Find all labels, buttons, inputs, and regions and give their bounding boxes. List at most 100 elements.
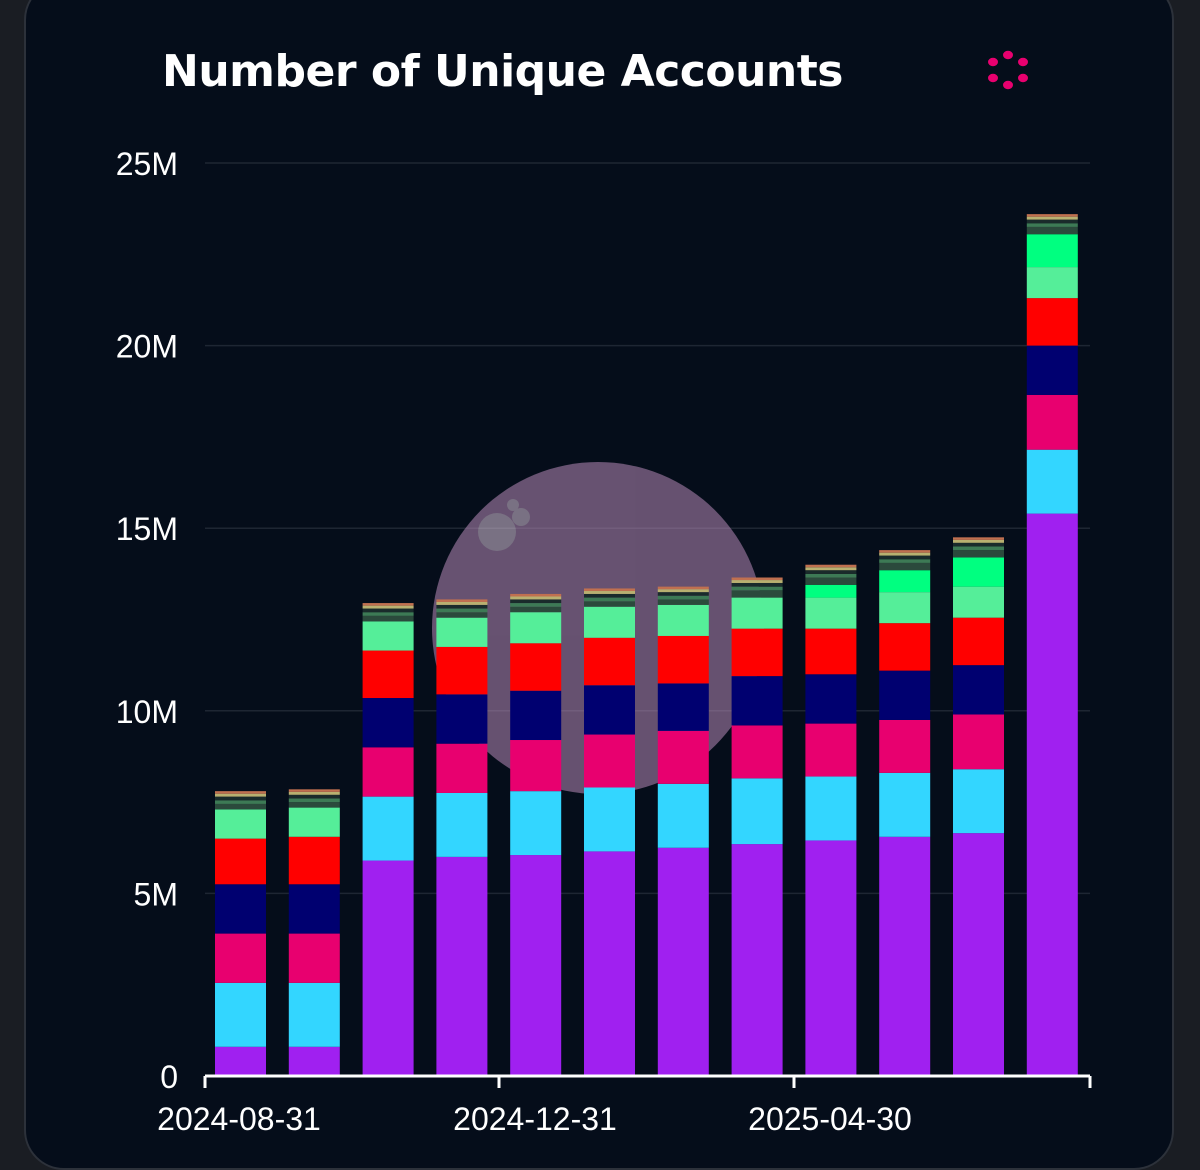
bar-segment — [436, 599, 488, 602]
bar-segment — [288, 798, 340, 803]
bar-segment — [731, 628, 783, 677]
bar-segment — [436, 694, 488, 744]
bar-segment — [953, 550, 1004, 558]
bar-segment — [879, 772, 931, 837]
x-tick-label: 2025-04-30 — [748, 1101, 912, 1137]
bar-segment — [436, 792, 488, 857]
bar-segment — [805, 573, 857, 578]
bar-segment — [805, 567, 857, 571]
bar-segment — [731, 676, 783, 726]
bar-stack — [953, 537, 1004, 1076]
bar-segment — [215, 800, 266, 804]
bar-segment — [1026, 219, 1078, 224]
bar-segment — [1026, 234, 1078, 268]
bar-segment — [584, 637, 635, 686]
bar-segment — [879, 670, 931, 720]
bar-segment — [362, 796, 414, 861]
bar-segment — [879, 555, 931, 560]
bar-segment — [805, 840, 857, 1076]
bar-segment — [215, 838, 266, 885]
bar-segment — [584, 593, 635, 598]
bar-segment — [657, 604, 709, 636]
bar-segment — [436, 617, 488, 647]
bar-segment — [953, 769, 1004, 834]
bar-segment — [215, 809, 266, 839]
y-tick-label: 15M — [116, 511, 178, 547]
bar-segment — [215, 791, 266, 794]
bar-segment — [953, 542, 1004, 547]
bar-segment — [731, 778, 783, 845]
bar-segment — [953, 586, 1004, 618]
bar-segment — [879, 592, 931, 624]
bar-segment — [805, 564, 857, 568]
bar-segment — [953, 714, 1004, 770]
bar-segment — [436, 608, 488, 613]
bar-segment — [953, 537, 1004, 540]
bar-segment — [510, 606, 562, 613]
bar-segment — [362, 615, 414, 622]
bar-segment — [288, 982, 340, 1047]
bars — [215, 214, 1078, 1076]
bar-segment — [510, 599, 562, 604]
bar-segment — [584, 588, 635, 592]
bar-segment — [1026, 345, 1078, 395]
bar-segment — [362, 605, 414, 609]
bar-segment — [953, 665, 1004, 715]
bar-segment — [288, 791, 340, 795]
bar-segment — [1026, 214, 1078, 217]
bar-segment — [288, 884, 340, 934]
bar-segment — [1026, 216, 1078, 220]
bar-segment — [1026, 223, 1078, 227]
bar-segment — [805, 628, 857, 675]
bar-segment — [879, 623, 931, 671]
bar-stack — [215, 791, 266, 1076]
bar-segment — [362, 860, 414, 1076]
bar-segment — [215, 796, 266, 801]
bar-segment — [288, 802, 340, 808]
bar-segment — [657, 599, 709, 605]
y-tick-label: 20M — [116, 329, 178, 365]
bar-segment — [362, 698, 414, 748]
bar-segment — [510, 612, 562, 644]
bar-segment — [805, 584, 857, 598]
bar-segment — [215, 803, 266, 810]
bar-segment — [288, 794, 340, 799]
y-tick-label: 0 — [160, 1059, 178, 1095]
bar-segment — [731, 577, 783, 581]
bar-segment — [731, 580, 783, 583]
bar-segment — [510, 855, 562, 1076]
bar-segment — [657, 847, 709, 1076]
bar-segment — [657, 783, 709, 848]
bar-segment — [879, 550, 931, 553]
bar-stack — [288, 789, 340, 1076]
bar-segment — [584, 601, 635, 607]
bar-stack — [1026, 214, 1078, 1076]
bar-segment — [584, 606, 635, 638]
bar-segment — [805, 597, 857, 629]
bar-segment — [879, 562, 931, 571]
bar-segment — [288, 933, 340, 983]
polkadot-logo-icon — [988, 50, 1028, 90]
bar-segment — [510, 603, 562, 607]
bar-segment — [953, 539, 1004, 543]
bar-segment — [436, 612, 488, 618]
chart-title: Number of Unique Accounts — [162, 46, 843, 97]
bar-segment — [731, 597, 783, 629]
bar-segment — [657, 586, 709, 590]
axes — [203, 1074, 1092, 1088]
bar-segment — [436, 856, 488, 1076]
bar-segment — [657, 730, 709, 784]
bar-stack — [657, 586, 709, 1076]
bar-segment — [584, 591, 635, 594]
bar-segment — [288, 807, 340, 837]
bar-segment — [953, 617, 1004, 666]
bar-segment — [584, 734, 635, 788]
bar-segment — [362, 603, 414, 606]
bar-segment — [362, 608, 414, 613]
bar-segment — [953, 833, 1004, 1076]
bar-segment — [1026, 226, 1078, 235]
bar-segment — [879, 552, 931, 556]
bar-segment — [436, 601, 488, 605]
bar-segment — [657, 595, 709, 600]
stacked-bar-chart: 0 5M 10M 15M 20M 25M 2024-08-31 2024-12-31 2025-… — [116, 146, 1092, 1137]
